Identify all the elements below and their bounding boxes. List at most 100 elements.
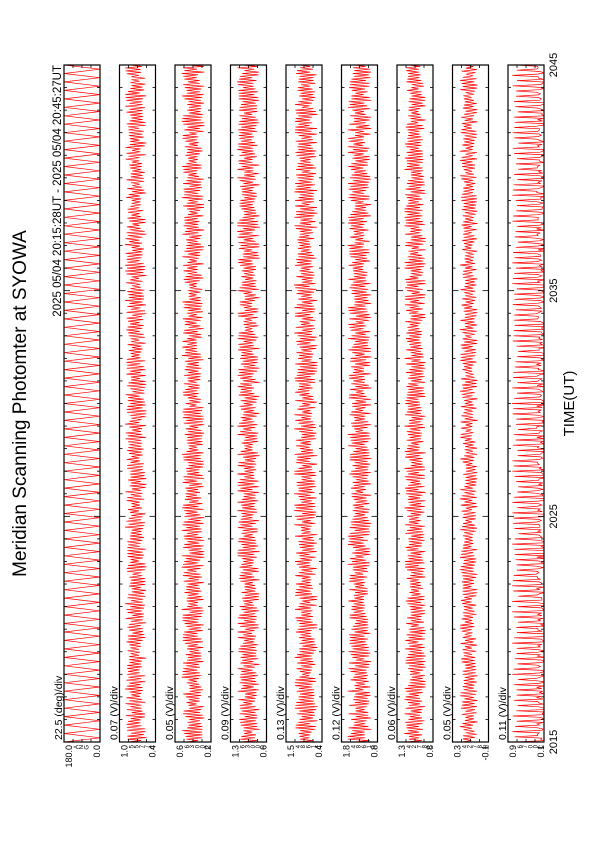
panel-6-scale-label: 0.12 (V)/div	[331, 686, 343, 740]
panel-1-channel-code: G	[84, 745, 90, 750]
panel-9-ymin-label: 0.1	[536, 745, 546, 758]
panel-6-trace	[347, 65, 372, 742]
chart-title: Meridian Scanning Photomter at SYOWA	[10, 230, 31, 577]
panel-1-trace	[64, 65, 100, 742]
panel-4-channel-code: 6	[241, 744, 247, 748]
panel-9-channel-code: C	[539, 744, 545, 749]
panel-5-ymax-label: 1.5	[286, 745, 296, 758]
panel-3-ymin-label: 0.2	[203, 745, 213, 758]
panel-7-channel-code: 8	[423, 744, 429, 748]
panel-9-scale-label: 0.11 (V)/div	[497, 686, 509, 740]
panel-4-channel-code: H	[261, 745, 267, 749]
panel-1-ymin-label: 0.0	[92, 745, 102, 758]
chart-subtitle: 2025 05/04 20:15:28UT - 2025 05/04 20:45…	[52, 65, 64, 317]
panel-3-channel-code: 0	[201, 744, 207, 748]
panel-5-ymin-label: 0.4	[314, 745, 324, 758]
x-axis-label: TIME(UT)	[561, 371, 578, 437]
panel-9-ymax-label: 0.9	[508, 745, 518, 758]
panel-2-channel-code: 7	[140, 744, 146, 748]
panel-7-scale-label: 0.06 (V)/div	[386, 686, 398, 740]
panel-3-channel-code: C	[206, 744, 212, 749]
panel-3-channel-code: 0	[195, 744, 201, 748]
panel-8-frame	[451, 64, 490, 743]
panel-3-scale-label: 0.05 (V)/div	[164, 686, 176, 740]
panel-2-channel-code: 7	[145, 744, 151, 748]
x-tick-label: 2045	[548, 53, 560, 77]
panel-8-channel-code: 4	[463, 744, 469, 748]
panel-5-trace	[293, 65, 318, 742]
panel-3-trace	[181, 65, 205, 742]
panel-2-ymax-label: 1.0	[120, 745, 130, 758]
panel-2-channel-code: 5	[130, 744, 136, 748]
panel-7-channel-code: 7	[417, 744, 423, 748]
panel-4-ymax-label: 1.3	[231, 745, 241, 758]
panel-8-channel-code: 2	[468, 744, 474, 748]
panel-2-channel-code: 5	[135, 744, 141, 748]
panel-5-channel-code: 6	[306, 744, 312, 748]
panel-8-channel-code: H	[483, 745, 489, 749]
panel-9-trace	[511, 65, 544, 742]
panel-2-scale-label: 0.07 (V)/div	[109, 686, 121, 740]
panel-3-channel-code: 6	[185, 744, 191, 748]
panel-8-channel-code: 8	[478, 744, 484, 748]
panel-6-channel-code: 4	[352, 744, 358, 748]
panel-9-channel-code: 7	[523, 744, 529, 748]
panel-7-ymin-label: 0.8	[425, 745, 435, 758]
panel-1-ymax-label: 180.0	[64, 745, 74, 768]
panel-6-channel-code: 6	[362, 744, 368, 748]
panel-7-ymax-label: 1.3	[397, 745, 407, 758]
panel-1-channel-code: A	[74, 745, 80, 749]
panel-1: 22.5 (deg)/div 180.0 0.0 A N G	[53, 64, 102, 768]
panel-2-channel-code: C	[150, 744, 156, 749]
panel-3-channel-code: 3	[190, 744, 196, 748]
panel-5-channel-code: C	[317, 744, 323, 749]
x-tick-label: 2035	[548, 278, 560, 302]
panel-4-scale-label: 0.09 (V)/div	[220, 686, 232, 740]
panel-4-ymin-label: 0.6	[259, 745, 269, 758]
panel-5-channel-code: 1	[312, 744, 318, 748]
panel-7: 0.06 (V)/div 1.3 0.8 4 2 7 8 C	[386, 64, 435, 758]
panel-7-frame	[396, 64, 434, 743]
panel-6-ymin-label: 0.8	[370, 745, 380, 758]
panel-2-trace	[124, 65, 147, 742]
panel-7-channel-code: 4	[407, 744, 413, 748]
panel-6-frame	[340, 64, 379, 743]
x-tick-label: 2015	[548, 730, 560, 754]
rotated-plot-group: Meridian Scanning Photomter at SYOWA 2025…	[10, 53, 578, 768]
panel-8: 0.05 (V)/div 0.3 -0.1 4 2 7 8 H	[442, 64, 491, 761]
panel-4-channel-code: 0	[251, 744, 257, 748]
panel-8-trace	[459, 65, 478, 742]
panel-9-channel-code: 0	[528, 744, 534, 748]
panel-1-channel-code: N	[79, 745, 85, 749]
panel-2-ymin-label: 0.4	[148, 745, 158, 758]
panel-9-channel-code: 6	[518, 744, 524, 748]
x-tick-label: 2025	[548, 504, 560, 528]
panel-5-scale-label: 0.13 (V)/div	[275, 686, 287, 740]
panel-4-channel-code: 0	[256, 744, 262, 748]
panel-6: 0.12 (V)/div 1.8 0.8 4 8 6 1 H	[331, 64, 380, 758]
panel-3-frame	[174, 64, 212, 743]
panel-8-channel-code: 7	[473, 744, 479, 748]
panel-8-scale-label: 0.05 (V)/div	[442, 686, 454, 740]
panel-8-ymax-label: 0.3	[453, 745, 463, 758]
panel-8-ymin-label: -0.1	[481, 745, 491, 761]
panel-4-channel-code: 3	[246, 744, 252, 748]
panel-4-frame	[229, 64, 268, 743]
panel-6-channel-code: 1	[367, 744, 373, 748]
panel-1-frame	[63, 64, 101, 743]
panel-1-scale-label: 22.5 (deg)/div	[53, 675, 65, 740]
panel-7-channel-code: C	[428, 744, 434, 749]
panel-7-trace	[404, 65, 426, 742]
panel-6-ymax-label: 1.8	[342, 745, 352, 758]
panel-5-channel-code: 4	[296, 744, 302, 748]
panel-5-channel-code: 8	[301, 744, 307, 748]
panel-4-trace	[236, 65, 261, 742]
panel-3-ymax-label: 0.6	[175, 745, 185, 758]
panel-6-channel-code: H	[372, 745, 378, 749]
panel-5: 0.13 (V)/div 1.5 0.4 4 8 6 1 C	[275, 64, 324, 758]
panel-6-channel-code: 8	[357, 744, 363, 748]
